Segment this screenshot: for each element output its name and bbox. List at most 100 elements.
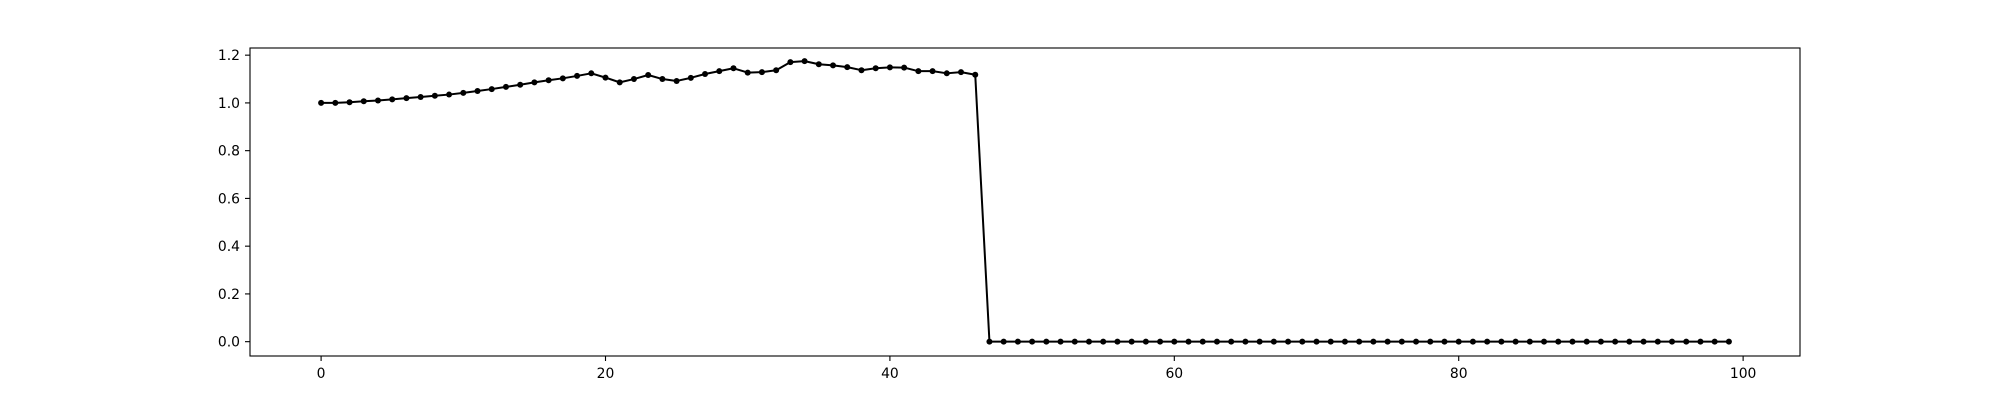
data-point — [1384, 338, 1391, 345]
data-point — [844, 64, 851, 71]
data-point — [886, 64, 893, 71]
data-point — [872, 65, 879, 72]
data-point — [1455, 338, 1462, 345]
data-point — [673, 77, 680, 84]
data-point — [360, 98, 367, 105]
data-point — [531, 79, 538, 86]
data-point — [858, 67, 865, 74]
data-point — [616, 79, 623, 86]
data-point — [1640, 338, 1647, 345]
data-point — [929, 68, 936, 75]
y-tick-label: 1.0 — [218, 96, 240, 112]
data-point — [332, 99, 339, 106]
data-point — [1441, 338, 1448, 345]
data-point — [702, 71, 709, 78]
data-point — [588, 70, 595, 77]
y-tick-label: 0.8 — [218, 144, 240, 160]
data-point — [773, 67, 780, 74]
axes-frame — [249, 47, 1801, 357]
y-tick-label: 0.6 — [218, 191, 240, 207]
data-point — [915, 68, 922, 75]
data-point — [346, 99, 353, 106]
data-point — [1626, 338, 1633, 345]
data-point — [687, 74, 694, 81]
data-point — [1242, 338, 1249, 345]
data-point — [972, 71, 979, 78]
data-point — [446, 91, 453, 98]
data-point — [1341, 338, 1348, 345]
data-point — [830, 62, 837, 69]
data-point — [488, 86, 495, 93]
data-point — [1654, 338, 1661, 345]
data-point — [645, 71, 652, 78]
data-point — [1142, 338, 1149, 345]
data-point — [986, 338, 993, 345]
data-point — [1000, 338, 1007, 345]
x-tick-label: 100 — [1730, 366, 1757, 382]
data-point — [1398, 338, 1405, 345]
data-point — [1413, 338, 1420, 345]
data-point — [1669, 338, 1676, 345]
data-point — [1014, 338, 1021, 345]
x-tick-label: 0 — [317, 366, 326, 382]
data-point — [1555, 338, 1562, 345]
data-point — [460, 89, 467, 96]
data-point — [1484, 338, 1491, 345]
data-point — [1569, 338, 1576, 345]
data-point — [943, 70, 950, 77]
data-point — [1285, 338, 1292, 345]
data-point — [1057, 338, 1064, 345]
data-point — [958, 69, 965, 76]
data-point — [431, 92, 438, 99]
data-point — [1256, 338, 1263, 345]
data-point — [787, 59, 794, 66]
data-point — [1597, 338, 1604, 345]
data-point — [1583, 338, 1590, 345]
data-point — [1526, 338, 1533, 345]
data-point — [1114, 338, 1121, 345]
y-tick-label: 1.2 — [218, 48, 240, 64]
data-point — [318, 99, 325, 106]
data-point — [1512, 338, 1519, 345]
x-tick-label: 60 — [1165, 366, 1183, 382]
x-tick-label: 80 — [1450, 366, 1468, 382]
data-point — [1327, 338, 1334, 345]
y-tick-label: 0.4 — [218, 239, 240, 255]
data-point — [1228, 338, 1235, 345]
data-point — [1085, 338, 1092, 345]
data-point — [374, 97, 381, 104]
x-tick-label: 40 — [881, 366, 899, 382]
data-point — [574, 72, 581, 79]
series-line — [321, 60, 1729, 343]
data-point — [474, 87, 481, 94]
data-point — [1725, 338, 1732, 345]
data-point — [1498, 338, 1505, 345]
data-point — [630, 76, 637, 83]
data-point — [1157, 338, 1164, 345]
data-point — [744, 69, 751, 76]
data-point — [1313, 338, 1320, 345]
data-point — [1270, 338, 1277, 345]
data-point — [1128, 338, 1135, 345]
axes: 0 20 40 60 80 100 0.0 0.2 0.4 0.6 0.8 1.0 1.2 — [218, 47, 1801, 382]
data-point — [1299, 338, 1306, 345]
data-point — [815, 61, 822, 68]
data-point — [1427, 338, 1434, 345]
data-point — [1100, 338, 1107, 345]
data-point — [502, 83, 509, 90]
data-point — [403, 95, 410, 102]
data-point — [1541, 338, 1548, 345]
data-point — [730, 65, 737, 72]
plot-area — [318, 58, 1732, 345]
data-point — [1043, 338, 1050, 345]
data-point — [1185, 338, 1192, 345]
data-point — [1171, 338, 1178, 345]
data-point — [1697, 338, 1704, 345]
data-point — [1199, 338, 1206, 345]
data-point — [1356, 338, 1363, 345]
y-tick-label: 0.2 — [218, 287, 240, 303]
data-point — [716, 68, 723, 75]
x-tick-label: 20 — [597, 366, 615, 382]
